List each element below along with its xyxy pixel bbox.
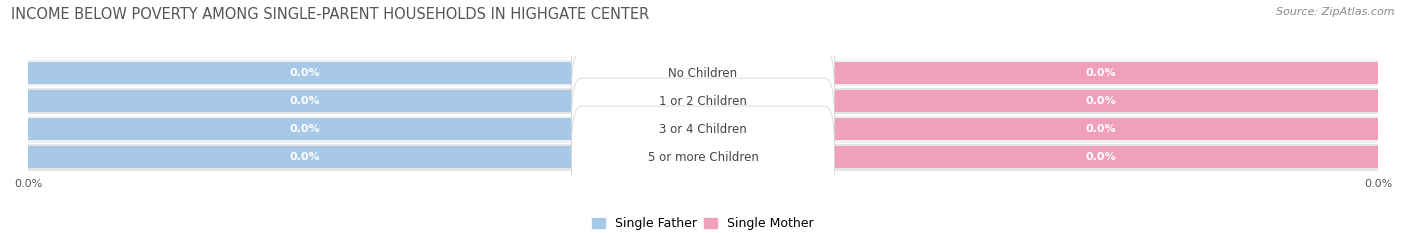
Text: 0.0%: 0.0% bbox=[290, 68, 321, 78]
Text: No Children: No Children bbox=[668, 67, 738, 80]
Text: 0.0%: 0.0% bbox=[1085, 152, 1116, 162]
Bar bbox=[28, 88, 1378, 114]
Bar bbox=[28, 147, 582, 168]
Text: 3 or 4 Children: 3 or 4 Children bbox=[659, 123, 747, 136]
Text: 0.0%: 0.0% bbox=[290, 124, 321, 134]
Text: 0.0%: 0.0% bbox=[290, 152, 321, 162]
Text: 0.0%: 0.0% bbox=[1085, 96, 1116, 106]
FancyBboxPatch shape bbox=[571, 106, 835, 209]
Text: 0.0%: 0.0% bbox=[290, 96, 321, 106]
Bar bbox=[824, 62, 1378, 84]
Bar bbox=[824, 118, 1378, 140]
Bar bbox=[28, 90, 582, 112]
Bar bbox=[28, 144, 1378, 171]
Bar bbox=[824, 90, 1378, 112]
FancyBboxPatch shape bbox=[571, 22, 835, 125]
Text: INCOME BELOW POVERTY AMONG SINGLE-PARENT HOUSEHOLDS IN HIGHGATE CENTER: INCOME BELOW POVERTY AMONG SINGLE-PARENT… bbox=[11, 7, 650, 22]
Text: 5 or more Children: 5 or more Children bbox=[648, 151, 758, 164]
Text: 1 or 2 Children: 1 or 2 Children bbox=[659, 95, 747, 108]
FancyBboxPatch shape bbox=[571, 78, 835, 181]
Text: Source: ZipAtlas.com: Source: ZipAtlas.com bbox=[1277, 7, 1395, 17]
Bar bbox=[28, 62, 582, 84]
FancyBboxPatch shape bbox=[571, 50, 835, 153]
Bar bbox=[28, 118, 582, 140]
Legend: Single Father, Single Mother: Single Father, Single Mother bbox=[592, 217, 814, 230]
Bar bbox=[824, 147, 1378, 168]
Bar bbox=[28, 116, 1378, 143]
Text: 0.0%: 0.0% bbox=[1085, 124, 1116, 134]
Text: 0.0%: 0.0% bbox=[1085, 68, 1116, 78]
Bar bbox=[28, 60, 1378, 86]
